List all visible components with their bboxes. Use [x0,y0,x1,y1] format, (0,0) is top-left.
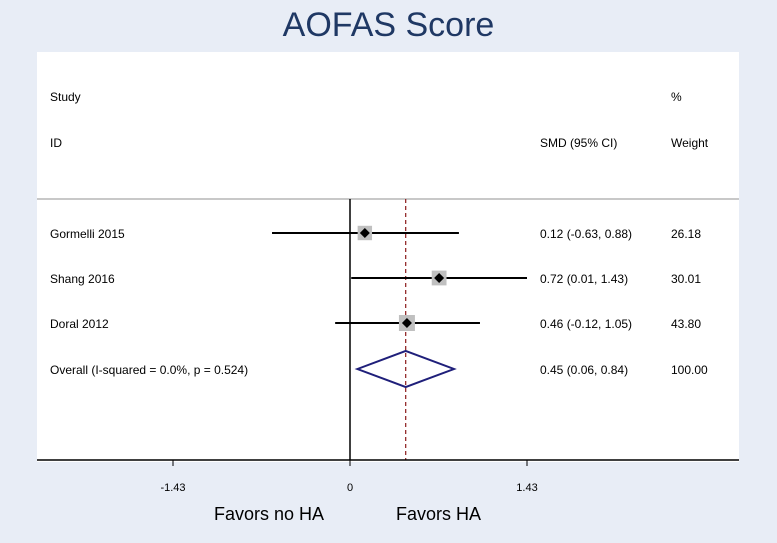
study-weight-text: 26.18 [671,227,701,241]
x-tick-label: -1.43 [160,482,185,494]
study-label: Doral 2012 [50,317,109,331]
header-study: Study [50,90,81,104]
study-point-estimate [434,273,445,283]
study-weight-text: 43.80 [671,317,701,331]
study-ci-text: 0.72 (0.01, 1.43) [540,272,628,286]
header-effect-label: SMD (95% CI) [540,136,617,150]
favors-right-label: Favors HA [396,504,482,524]
overall-ci-text: 0.45 (0.06, 0.84) [540,363,628,377]
study-point-estimate [359,228,370,238]
header-weight: Weight [671,136,709,150]
overall-diamond [354,349,457,389]
study-ci-text: 0.46 (-0.12, 1.05) [540,317,632,331]
study-label: Gormelli 2015 [50,227,125,241]
favors-left-label: Favors no HA [214,504,325,524]
overall-label: Overall (I-squared = 0.0%, p = 0.524) [50,363,248,377]
overall-weight-text: 100.00 [671,363,708,377]
study-ci-text: 0.12 (-0.63, 0.88) [540,227,632,241]
header-id: ID [50,136,62,150]
chart-title: AOFAS Score [282,6,495,44]
study-point-estimate [401,318,412,328]
header-weight-percent: % [671,90,682,104]
x-tick-label: 1.43 [516,482,537,494]
study-label: Shang 2016 [50,272,115,286]
study-weight-text: 30.01 [671,272,701,286]
x-tick-label: 0 [347,482,353,494]
plot-panel [37,52,739,462]
